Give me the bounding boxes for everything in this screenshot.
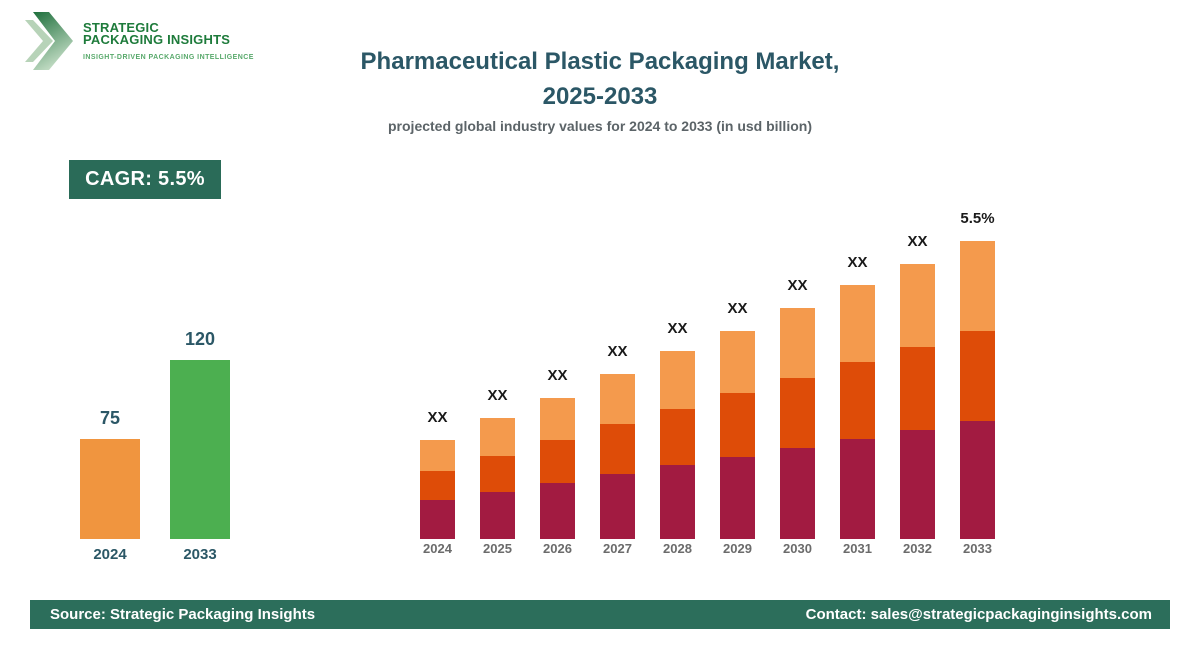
bar-segment-middle	[660, 409, 695, 465]
page-subtitle: projected global industry values for 202…	[388, 118, 812, 134]
bar-segment-middle	[960, 331, 995, 421]
bar-segment-lower	[660, 465, 695, 539]
page-title-line1: Pharmaceutical Plastic Packaging Market,	[360, 48, 840, 75]
footer-bar: Source: Strategic Packaging Insights Con…	[30, 600, 1170, 629]
stacked-bar-group: XX 2029	[720, 301, 755, 555]
bar-segment-lower	[600, 474, 635, 539]
stacked-bar-group: XX 2027	[600, 344, 635, 555]
bar-top-label: XX	[847, 254, 868, 271]
stacked-bar-group: XX 2031	[840, 255, 875, 555]
stacked-bar-group: XX 2024	[420, 410, 455, 555]
brand-name-line2: PACKAGING INSIGHTS	[83, 32, 231, 47]
bar-segment-lower	[420, 500, 455, 539]
bar-segment-upper	[420, 440, 455, 471]
bar-top-label: XX	[787, 277, 808, 294]
comparison-bar-group: 75 2024	[80, 409, 140, 562]
bar-segment-middle	[600, 424, 635, 474]
stacked-bar-group: XX 2025	[480, 388, 515, 555]
source-text: Source: Strategic Packaging Insights	[50, 606, 316, 623]
brand-logo: STRATEGIC PACKAGING INSIGHTS INSIGHT-DRI…	[25, 12, 254, 70]
comparison-bar	[80, 439, 140, 539]
bar-top-label: XX	[547, 367, 568, 384]
bar-top-label: XX	[727, 300, 748, 317]
bar-segment-lower	[840, 439, 875, 539]
title-block: Pharmaceutical Plastic Packaging Market,…	[0, 44, 1200, 134]
bar-value-label: 75	[99, 408, 121, 428]
stacked-bar-group: XX 2030	[780, 278, 815, 555]
bar-year-label: 2032	[903, 541, 932, 556]
bar-year-label: 2033	[183, 546, 217, 563]
bar-year-label: 2027	[603, 541, 632, 556]
stacked-bar-group: XX 2032	[900, 234, 935, 555]
bar-segment-lower	[540, 483, 575, 539]
bar-segment-upper	[840, 285, 875, 362]
bar-segment-middle	[840, 362, 875, 439]
bar-segment-upper	[900, 264, 935, 347]
bar-year-label: 2031	[843, 541, 872, 556]
page-title: Pharmaceutical Plastic Packaging Market,…	[0, 44, 1200, 114]
bar-segment-lower	[900, 430, 935, 539]
bar-segment-upper	[720, 331, 755, 393]
chevron-logo-icon	[25, 12, 73, 70]
comparison-bar-group: 120 2033	[170, 330, 230, 562]
brand-text-block: STRATEGIC PACKAGING INSIGHTS INSIGHT-DRI…	[83, 12, 254, 61]
bar-segment-middle	[780, 378, 815, 448]
stacked-bar-group: 5.5% 2033	[960, 211, 995, 555]
bar-segment-middle	[900, 347, 935, 430]
bar-segment-upper	[600, 374, 635, 424]
bar-year-label: 2024	[423, 541, 452, 556]
bar-value-label: 120	[184, 329, 216, 349]
bar-segment-lower	[960, 421, 995, 539]
bar-top-label: XX	[667, 320, 688, 337]
bar-segment-lower	[720, 457, 755, 539]
bar-top-label: XX	[607, 343, 628, 360]
bar-segment-lower	[780, 448, 815, 539]
comparison-bar-chart: 75 2024 120 2033	[80, 330, 230, 562]
bar-segment-upper	[780, 308, 815, 378]
bar-segment-lower	[480, 492, 515, 539]
bar-segment-upper	[660, 351, 695, 409]
stacked-bar-group: XX 2026	[540, 368, 575, 555]
page-title-line2: 2025-2033	[542, 83, 658, 110]
bar-segment-upper	[960, 241, 995, 331]
bar-year-label: 2028	[663, 541, 692, 556]
bar-segment-middle	[420, 471, 455, 500]
brand-name-line1: STRATEGIC	[83, 20, 159, 35]
stacked-bar-group: XX 2028	[660, 321, 695, 555]
comparison-bar	[170, 360, 230, 539]
bar-year-label: 2029	[723, 541, 752, 556]
bar-year-label: 2025	[483, 541, 512, 556]
bar-year-label: 2030	[783, 541, 812, 556]
bar-segment-middle	[720, 393, 755, 457]
bar-year-label: 2024	[93, 546, 127, 563]
bar-segment-upper	[540, 398, 575, 440]
bar-year-label: 2033	[963, 541, 992, 556]
bar-top-label: XX	[907, 233, 928, 250]
bar-segment-middle	[540, 440, 575, 483]
contact-text: Contact: sales@strategicpackaginginsight…	[805, 606, 1152, 623]
bar-top-label: 5.5%	[960, 210, 995, 227]
bar-year-label: 2026	[543, 541, 572, 556]
bar-top-label: XX	[427, 409, 448, 426]
bar-segment-upper	[480, 418, 515, 456]
brand-tagline: INSIGHT-DRIVEN PACKAGING INTELLIGENCE	[83, 54, 254, 61]
stacked-bar-chart: XX 2024 XX 2025 XX 2026 XX 2027 XX 2028 XX 2029 XX 20…	[420, 211, 995, 555]
bar-segment-middle	[480, 456, 515, 492]
cagr-badge: CAGR: 5.5%	[69, 160, 221, 199]
bar-top-label: XX	[487, 387, 508, 404]
